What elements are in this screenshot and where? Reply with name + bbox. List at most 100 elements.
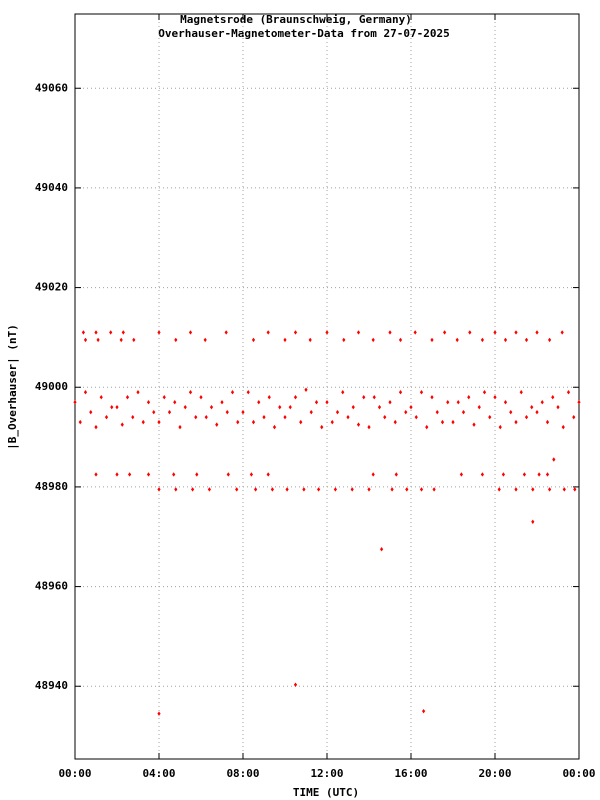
data-point	[251, 419, 256, 425]
data-point	[195, 472, 199, 477]
data-point	[493, 330, 497, 335]
data-point	[409, 404, 413, 410]
data-point	[194, 414, 198, 420]
data-point	[167, 409, 172, 415]
data-point	[178, 424, 182, 430]
data-point	[362, 395, 366, 400]
data-point	[398, 337, 403, 343]
data-point	[560, 330, 564, 335]
data-point	[430, 395, 434, 400]
data-point	[146, 399, 151, 405]
data-point	[425, 424, 429, 430]
data-point	[299, 419, 303, 425]
data-point	[288, 404, 292, 410]
data-point	[325, 330, 329, 335]
data-point	[514, 487, 518, 492]
plot-frame	[74, 13, 580, 760]
data-point	[254, 487, 258, 492]
data-point	[128, 472, 132, 477]
data-point	[371, 337, 375, 343]
data-point	[115, 404, 119, 410]
data-point	[514, 330, 518, 335]
data-point	[110, 404, 114, 410]
data-point	[443, 330, 447, 335]
data-point	[335, 409, 340, 415]
data-point	[552, 457, 556, 462]
data-point	[293, 330, 298, 335]
data-point	[230, 390, 235, 395]
data-point	[320, 424, 324, 430]
data-point	[257, 399, 261, 405]
data-point	[461, 409, 466, 415]
data-point	[467, 395, 471, 400]
data-point	[188, 330, 193, 335]
data-point	[220, 399, 224, 405]
data-point	[262, 414, 266, 420]
data-point	[209, 404, 214, 410]
data-point	[173, 399, 177, 405]
data-point	[422, 708, 426, 714]
x-tick-label: 00:00	[58, 767, 91, 780]
data-point	[204, 414, 208, 420]
data-point	[73, 399, 77, 405]
data-point	[125, 395, 130, 400]
data-point	[330, 419, 334, 425]
x-tick-label: 12:00	[310, 767, 343, 780]
data-point	[115, 472, 119, 477]
data-point	[246, 390, 250, 395]
data-point	[435, 409, 439, 415]
data-point	[270, 487, 274, 492]
data-point	[283, 337, 287, 343]
data-point	[394, 472, 398, 477]
data-point	[304, 387, 308, 392]
data-point	[572, 414, 576, 420]
data-point	[390, 487, 394, 492]
x-tick-label: 04:00	[142, 767, 175, 780]
data-point	[377, 404, 382, 410]
data-point	[456, 399, 460, 405]
data-point	[317, 487, 321, 492]
data-point	[468, 330, 472, 335]
data-point	[191, 487, 195, 492]
data-point	[94, 424, 98, 430]
data-point	[174, 337, 178, 343]
data-point	[136, 390, 140, 395]
data-point	[152, 409, 156, 415]
data-point	[174, 487, 178, 492]
data-point	[157, 487, 161, 492]
data-point	[398, 390, 403, 395]
data-point	[573, 487, 577, 492]
data-point	[419, 487, 424, 492]
data-point	[498, 424, 502, 430]
data-point	[351, 404, 355, 410]
data-point	[356, 330, 361, 335]
data-point	[501, 472, 505, 477]
data-point	[235, 487, 239, 492]
data-point	[302, 487, 306, 492]
data-point	[372, 395, 376, 400]
data-point	[482, 390, 487, 395]
data-point	[83, 390, 88, 395]
data-point	[509, 409, 513, 415]
chart-title: Magnetsrode (Braunschweig, Germany)	[180, 13, 412, 26]
data-point	[215, 422, 219, 427]
data-point	[393, 419, 397, 425]
data-point	[225, 409, 229, 415]
data-point	[81, 330, 85, 335]
data-point	[251, 337, 256, 343]
data-point	[99, 395, 103, 400]
y-tick-label: 48940	[35, 679, 68, 692]
data-point	[131, 414, 135, 420]
data-point	[566, 390, 571, 395]
data-point	[83, 337, 88, 343]
data-point	[162, 395, 166, 400]
data-point	[207, 487, 211, 492]
data-point	[325, 399, 329, 405]
y-tick-label: 49020	[35, 281, 68, 294]
data-point	[157, 330, 161, 335]
data-point	[414, 414, 418, 420]
data-point	[531, 519, 535, 524]
data-point	[540, 399, 544, 405]
data-point	[267, 395, 271, 400]
data-point	[293, 395, 298, 400]
